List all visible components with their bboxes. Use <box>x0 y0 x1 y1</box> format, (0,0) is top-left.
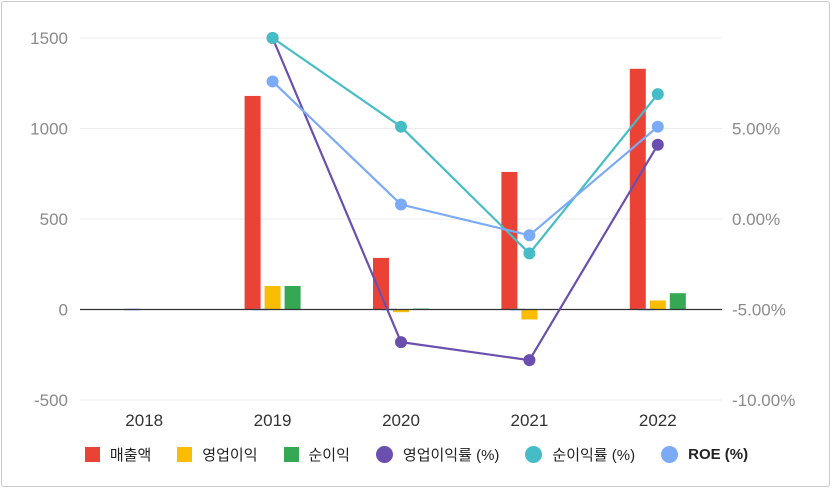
legend-item-revenue: 매출액 <box>84 444 152 465</box>
legend-swatch-net-margin <box>525 445 543 463</box>
legend-item-net-income: 순이익 <box>283 444 350 465</box>
x-tick-label: 2020 <box>382 411 420 430</box>
line-operating-margin-point <box>651 138 664 151</box>
line-net-margin-point <box>651 88 664 101</box>
combo-chart: 1500 1000 500 0 -500 5.00% 0.00% -5.00% -10.00% 2… <box>30 29 795 430</box>
line-roe-point <box>395 198 407 211</box>
bar-net-income <box>284 285 301 310</box>
legend-item-net-margin: 순이익률 (%) <box>525 444 635 465</box>
legend-item-operating-profit: 영업이익 <box>177 444 258 465</box>
line-net-margin-point <box>266 32 279 44</box>
bar-revenue <box>501 171 518 310</box>
line-roe-point <box>651 120 664 133</box>
y-right-tick-label: -5.00% <box>732 301 786 320</box>
bar-revenue <box>629 68 646 310</box>
legend-swatch-roe <box>661 445 679 463</box>
line-roe-point <box>266 75 279 88</box>
x-tick-label: 2022 <box>639 411 677 430</box>
y-left-tick-label: 0 <box>59 301 68 320</box>
bar-operating-profit <box>264 285 281 310</box>
x-tick-label: 2021 <box>510 411 548 430</box>
legend-label-operating-margin: 영업이익률 (%) <box>402 446 500 464</box>
legend-label-net-margin: 순이익률 (%) <box>552 446 636 464</box>
line-net-margin <box>271 37 659 256</box>
legend-item-roe: ROE (%) <box>661 445 749 463</box>
line-operating-margin-point <box>523 354 536 367</box>
y-left-tick-label: -500 <box>34 391 68 410</box>
legend-label-operating-profit: 영업이익 <box>202 446 258 464</box>
bar-operating-profit <box>649 300 666 310</box>
legend-swatch-operating-margin <box>375 445 393 463</box>
x-tick-label: 2018 <box>125 411 163 430</box>
x-tick-label: 2019 <box>254 411 292 430</box>
y-left-tick-label: 1500 <box>30 29 68 48</box>
legend-swatch-net-income <box>283 446 299 462</box>
bar-revenue <box>373 257 389 310</box>
legend-label-roe: ROE (%) <box>688 445 749 463</box>
line-net-margin-point <box>523 247 536 260</box>
bar-operating-profit <box>521 309 538 320</box>
legend-item-operating-margin: 영업이익률 (%) <box>375 444 500 465</box>
legend-swatch-revenue <box>84 446 100 462</box>
line-roe <box>271 80 659 237</box>
bar-net-income <box>669 293 686 310</box>
y-left-tick-label: 500 <box>40 210 68 229</box>
line-net-margin-point <box>395 120 407 133</box>
line-roe-point <box>523 229 536 242</box>
chart-legend: 매출액 영업이익 순이익 영업이익률 (%) 순이익률 (%) ROE (%) <box>0 443 833 465</box>
bar-operating-profit <box>393 309 409 313</box>
y-right-tick-label: 5.00% <box>732 120 780 139</box>
y-left-tick-label: 1000 <box>30 120 68 139</box>
y-right-tick-label: 0.00% <box>732 210 780 229</box>
legend-label-net-income: 순이익 <box>308 446 350 464</box>
legend-swatch-operating-profit <box>177 446 193 462</box>
legend-label-revenue: 매출액 <box>109 446 152 464</box>
line-operating-margin-point <box>395 336 407 349</box>
y-right-tick-label: -10.00% <box>732 391 795 410</box>
bar-revenue <box>244 95 261 310</box>
line-operating-margin <box>271 37 659 362</box>
